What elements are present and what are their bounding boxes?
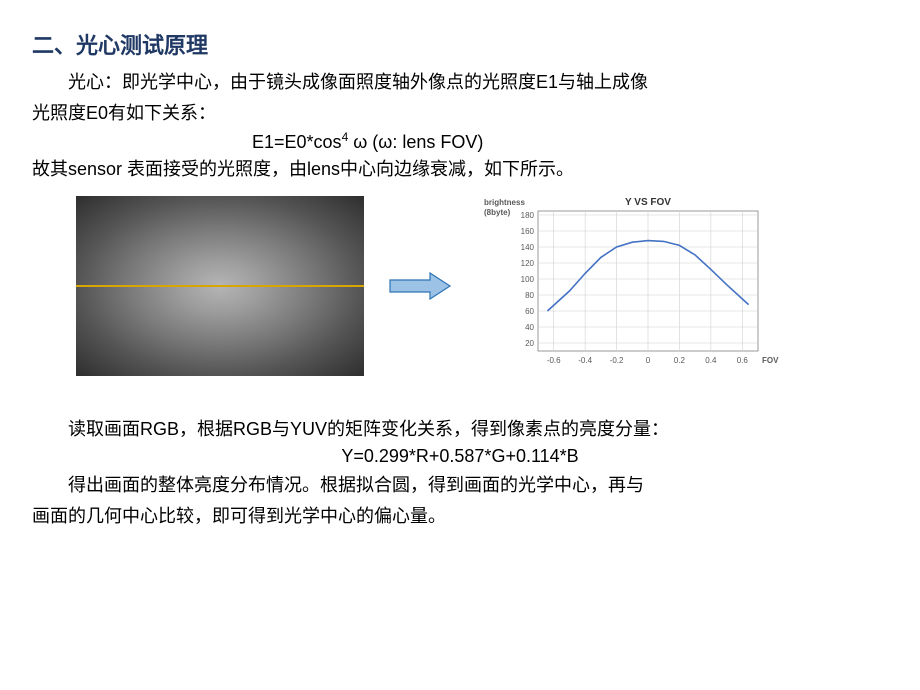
arrow-icon bbox=[388, 271, 452, 301]
formula-cos4: E1=E0*cos4 ω (ω: lens FOV) bbox=[32, 130, 888, 153]
intro-paragraph-line1: 光心：即光学中心，由于镜头成像面照度轴外像点的光照度E1与轴上成像 bbox=[32, 68, 888, 97]
intro-paragraph-line2: 光照度E0有如下关系： bbox=[32, 99, 888, 128]
svg-text:0.4: 0.4 bbox=[705, 356, 717, 365]
vignette-scan-line bbox=[76, 285, 364, 287]
svg-text:Y VS FOV: Y VS FOV bbox=[625, 197, 671, 208]
intro-paragraph-line3: 故其sensor 表面接受的光照度，由lens中心向边缘衰减，如下所示。 bbox=[32, 155, 888, 184]
svg-text:0.6: 0.6 bbox=[737, 356, 749, 365]
vignette-image bbox=[76, 196, 364, 376]
section-title: 二、光心测试原理 bbox=[32, 28, 888, 60]
body2-line2: 得出画面的整体亮度分布情况。根据拟合圆，得到画面的光学中心，再与 bbox=[32, 471, 888, 500]
svg-text:80: 80 bbox=[525, 291, 534, 300]
svg-text:(8byte): (8byte) bbox=[484, 208, 511, 217]
svg-text:FOV: FOV bbox=[762, 356, 779, 365]
brightness-chart: 20 40 60 80 100 120 140 160 180 -0.6 -0.4 -0.2 0 0.2 0… bbox=[476, 193, 786, 379]
formula-left: E1=E0*cos bbox=[252, 132, 342, 152]
svg-text:120: 120 bbox=[521, 259, 535, 268]
svg-text:20: 20 bbox=[525, 339, 534, 348]
svg-text:40: 40 bbox=[525, 323, 534, 332]
svg-text:-0.4: -0.4 bbox=[578, 356, 592, 365]
body2-line3: 画面的几何中心比较，即可得到光学中心的偏心量。 bbox=[32, 502, 888, 531]
svg-text:160: 160 bbox=[521, 227, 535, 236]
formula-yuv: Y=0.299*R+0.587*G+0.114*B bbox=[32, 446, 888, 467]
svg-text:100: 100 bbox=[521, 275, 535, 284]
svg-text:0: 0 bbox=[646, 356, 651, 365]
svg-text:brightness: brightness bbox=[484, 198, 525, 207]
formula-right: ω (ω: lens FOV) bbox=[348, 132, 483, 152]
svg-text:0.2: 0.2 bbox=[674, 356, 686, 365]
svg-text:-0.6: -0.6 bbox=[547, 356, 561, 365]
svg-text:180: 180 bbox=[521, 211, 535, 220]
svg-text:60: 60 bbox=[525, 307, 534, 316]
svg-text:140: 140 bbox=[521, 243, 535, 252]
body2-line1: 读取画面RGB，根据RGB与YUV的矩阵变化关系，得到像素点的亮度分量： bbox=[32, 415, 888, 444]
figure-row: 20 40 60 80 100 120 140 160 180 -0.6 -0.4 -0.2 0 0.2 0… bbox=[76, 193, 888, 379]
svg-text:-0.2: -0.2 bbox=[610, 356, 624, 365]
